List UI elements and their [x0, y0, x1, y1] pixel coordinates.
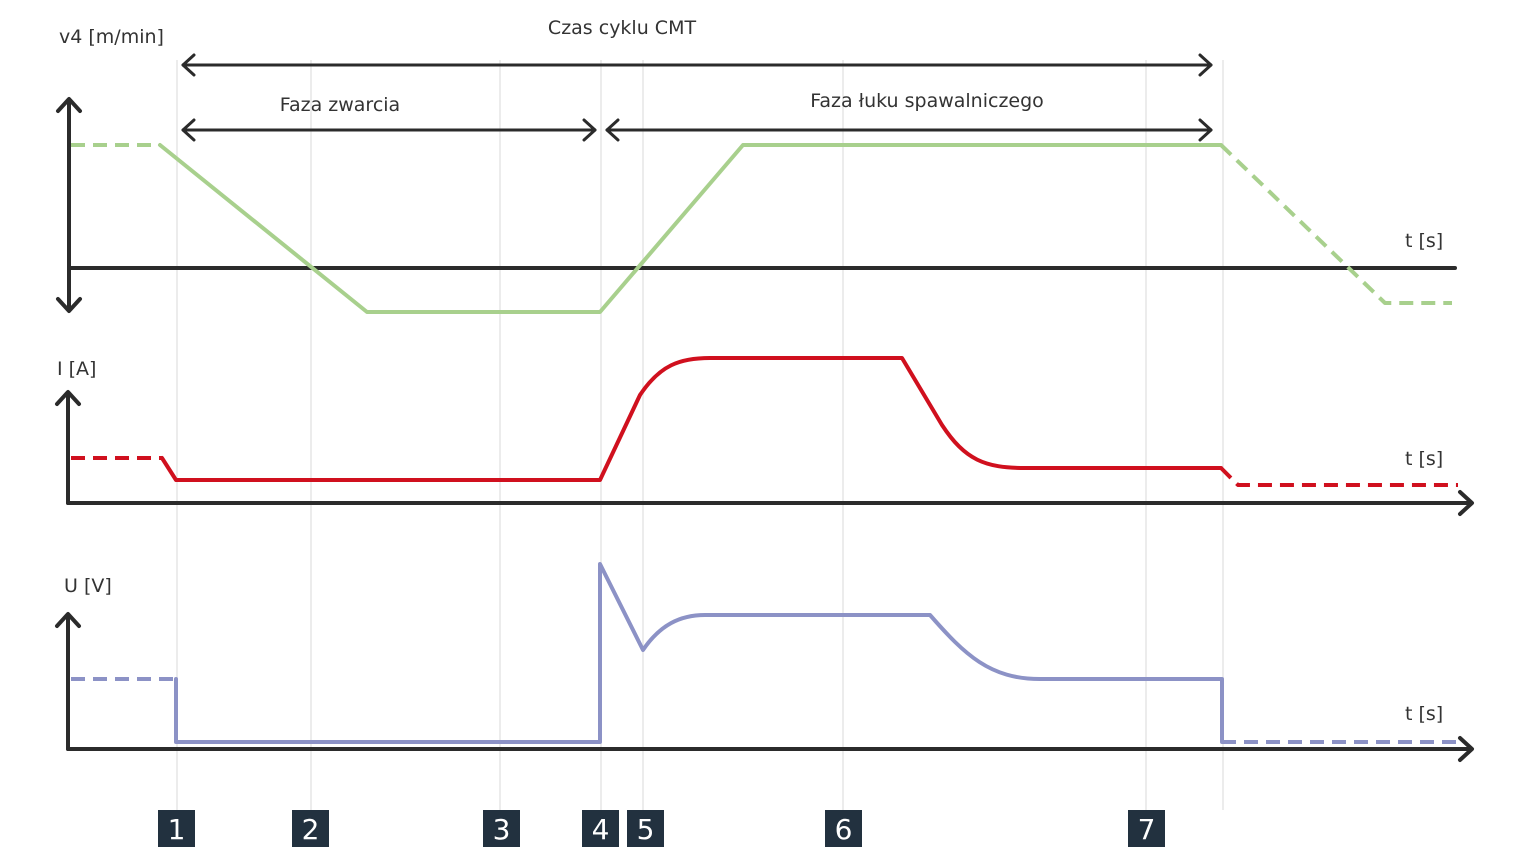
i-axis-up-arrow-icon [55, 390, 81, 406]
v4-axis-label: v4 [m/min] [59, 26, 164, 48]
marker-4-box [582, 810, 619, 847]
marker-7-label: 7 [1138, 813, 1156, 846]
marker-4-label: 4 [592, 813, 610, 846]
i-axis-label: I [A] [57, 358, 96, 380]
wire-speed-curve [158, 143, 1223, 314]
marker-7-box [1128, 810, 1165, 847]
marker-5-box [627, 810, 664, 847]
guide-lines [176, 60, 1224, 810]
arc-phase-label: Faza łuku spawalniczego [810, 90, 1044, 112]
marker-6: 6 [825, 810, 862, 847]
u-axis-label: U [V] [64, 575, 112, 597]
arc-phase-arrow-left-head [605, 118, 620, 142]
short-circuit-phase-arrow-left-head [181, 118, 196, 142]
v4-axis-down-arrow-icon [56, 297, 82, 313]
voltage-plot: U [V] t [s] [55, 562, 1474, 762]
phase-markers: 1 2 3 4 5 6 7 [158, 810, 1165, 847]
current-plot: I [A] t [s] [55, 356, 1474, 516]
marker-6-box [825, 810, 862, 847]
current-curve [160, 356, 1223, 482]
cycle-time-label: Czas cyklu CMT [548, 17, 697, 39]
i-axis-right-arrow-icon [1458, 490, 1474, 516]
short-circuit-phase-dimension: Faza zwarcia [181, 94, 597, 142]
marker-3-label: 3 [493, 813, 511, 846]
marker-2-label: 2 [302, 813, 320, 846]
marker-1: 1 [158, 810, 195, 847]
marker-1-label: 1 [168, 813, 186, 846]
short-circuit-phase-label: Faza zwarcia [280, 94, 400, 116]
cycle-time-dimension: Czas cyklu CMT [181, 17, 1213, 77]
v4-axis-up-arrow-icon [56, 97, 82, 113]
voltage-curve [174, 562, 1224, 744]
marker-2: 2 [292, 810, 329, 847]
i-time-axis-label: t [s] [1405, 448, 1443, 470]
u-axis-right-arrow-icon [1458, 736, 1474, 762]
wire-speed-plot: v4 [m/min] t [s] [56, 26, 1457, 314]
marker-3: 3 [483, 810, 520, 847]
arc-phase-dimension: Faza łuku spawalniczego [605, 90, 1213, 142]
marker-7: 7 [1128, 810, 1165, 847]
marker-4: 4 [582, 810, 619, 847]
cycle-time-arrow-left-head [181, 53, 196, 77]
wire-speed-lead-out [1219, 143, 1452, 305]
arc-phase-arrow-right-head [1198, 118, 1213, 142]
cycle-time-arrow-right-head [1198, 53, 1213, 77]
v4-time-axis-label: t [s] [1405, 230, 1443, 252]
marker-3-box [483, 810, 520, 847]
marker-2-box [292, 810, 329, 847]
current-lead-out [1219, 466, 1458, 487]
marker-5: 5 [627, 810, 664, 847]
marker-5-label: 5 [637, 813, 655, 846]
marker-6-label: 6 [835, 813, 853, 846]
short-circuit-phase-arrow-right-head [582, 118, 597, 142]
u-axis-up-arrow-icon [55, 612, 81, 628]
u-time-axis-label: t [s] [1405, 703, 1443, 725]
marker-1-box [158, 810, 195, 847]
